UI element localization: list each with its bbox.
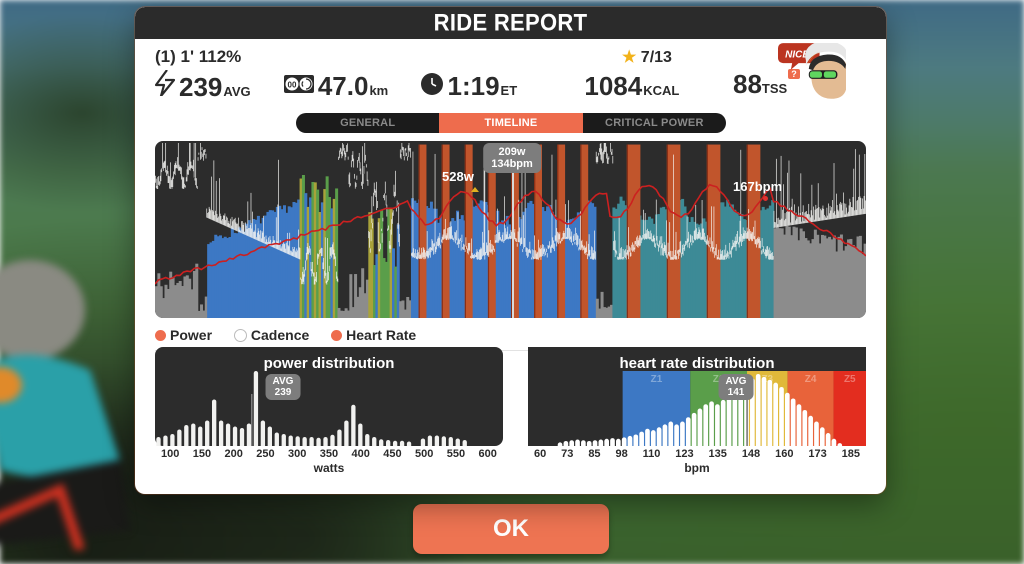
svg-text:Z4: Z4 bbox=[805, 374, 817, 385]
svg-text:Z1: Z1 bbox=[651, 374, 663, 385]
svg-text:00: 00 bbox=[287, 80, 296, 89]
svg-text:Z5: Z5 bbox=[844, 374, 856, 385]
